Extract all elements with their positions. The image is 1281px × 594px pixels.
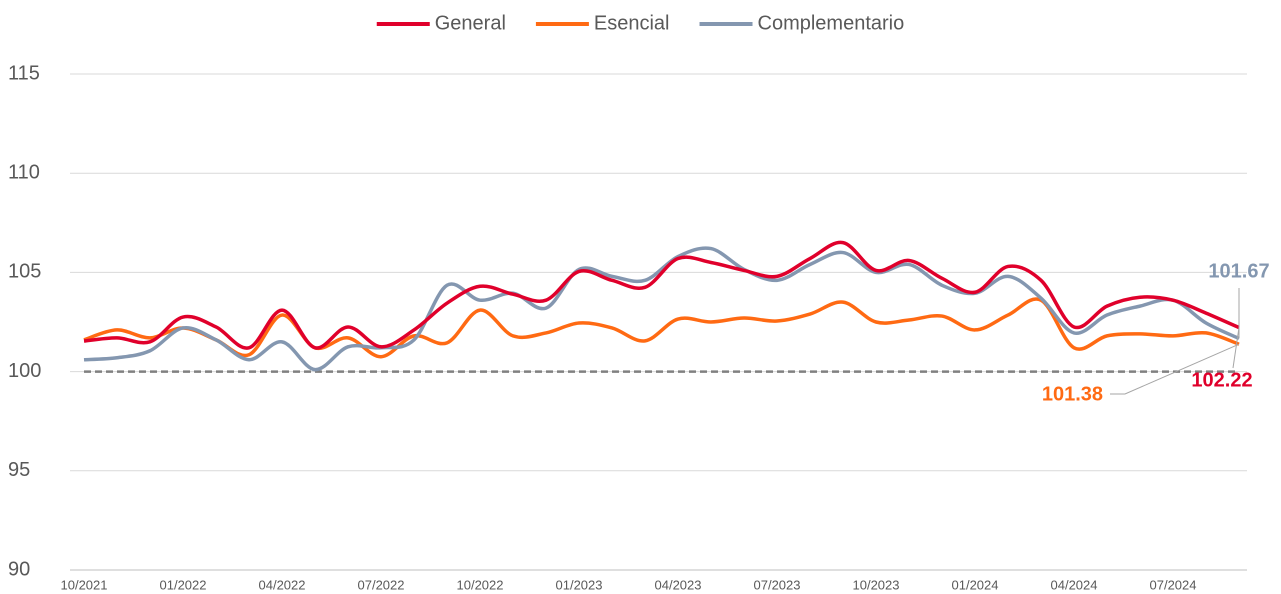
y-tick-label: 110 <box>8 161 40 183</box>
x-tick-label: 01/2023 <box>556 577 603 592</box>
series-line <box>83 246 1240 372</box>
leader-line <box>1232 327 1240 369</box>
x-tick-label: 10/2022 <box>457 577 504 592</box>
legend-label: General <box>435 12 506 34</box>
legend-entry: Esencial <box>535 12 670 34</box>
x-tick-label: 10/2023 <box>853 577 900 592</box>
y-tick-label: 100 <box>8 360 41 382</box>
x-tick-label: 10/2021 <box>61 577 108 592</box>
x-tick-label: 01/2024 <box>952 577 999 592</box>
x-tick-label: 04/2024 <box>1051 577 1098 592</box>
legend-entry: General <box>376 12 506 34</box>
leader-line <box>1110 343 1240 395</box>
y-tick-label: 90 <box>8 558 30 580</box>
y-tick-label: 95 <box>8 459 30 481</box>
y-tick-label: 115 <box>8 62 40 84</box>
legend-entry: Complementario <box>699 12 905 34</box>
y-tick-label: 105 <box>8 261 41 283</box>
end-label: 101.67 <box>1208 260 1269 282</box>
x-tick-label: 01/2022 <box>160 577 207 592</box>
x-tick-label: 04/2023 <box>655 577 702 592</box>
x-tick-label: 04/2022 <box>259 577 306 592</box>
series-line <box>83 240 1240 350</box>
x-tick-label: 07/2022 <box>358 577 405 592</box>
legend-label: Complementario <box>758 12 905 34</box>
end-label: 101.38 <box>1042 383 1103 405</box>
end-label: 102.22 <box>1191 369 1252 391</box>
x-tick-label: 07/2023 <box>754 577 801 592</box>
legend-label: Esencial <box>594 12 670 34</box>
x-tick-label: 07/2024 <box>1150 577 1197 592</box>
